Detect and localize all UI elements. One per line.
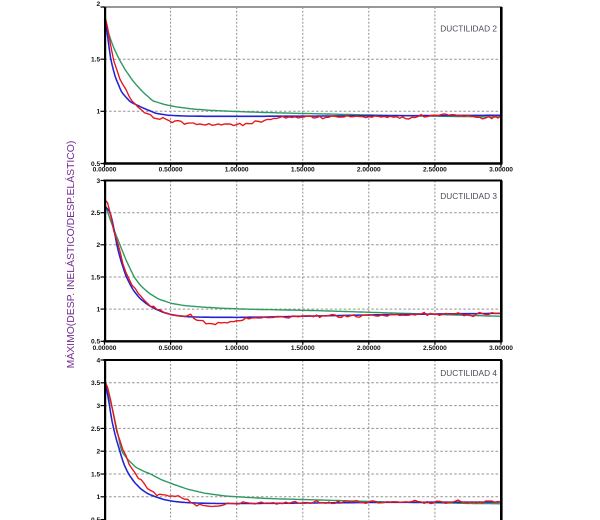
svg-text:DUCTILIDAD 2: DUCTILIDAD 2: [440, 24, 497, 34]
svg-text:0.00000: 0.00000: [93, 345, 117, 352]
svg-text:3: 3: [97, 403, 101, 410]
svg-text:2.5: 2.5: [91, 426, 100, 433]
svg-text:1.00000: 1.00000: [225, 167, 249, 174]
svg-text:1.50000: 1.50000: [291, 345, 315, 352]
svg-text:1: 1: [97, 307, 101, 314]
svg-text:1.5: 1.5: [91, 471, 100, 478]
svg-text:1.50000: 1.50000: [291, 167, 315, 174]
svg-text:0.00000: 0.00000: [93, 167, 117, 174]
svg-text:1.5: 1.5: [91, 57, 100, 64]
svg-text:2.00000: 2.00000: [357, 345, 381, 352]
svg-text:4: 4: [97, 357, 101, 364]
svg-text:0.5: 0.5: [91, 161, 100, 168]
svg-text:MÁXIMO(DESP. INELÁSTICO/DESP.E: MÁXIMO(DESP. INELÁSTICO/DESP.ELÁSTICO): [64, 141, 77, 369]
svg-text:0.5: 0.5: [91, 517, 100, 520]
svg-text:0.5: 0.5: [91, 339, 100, 346]
svg-text:3.00000: 3.00000: [489, 345, 513, 352]
svg-text:DUCTILIDAD 4: DUCTILIDAD 4: [440, 368, 497, 378]
svg-text:2: 2: [97, 1, 101, 8]
svg-text:0.50000: 0.50000: [159, 167, 183, 174]
svg-text:2: 2: [97, 242, 101, 249]
svg-text:2.50000: 2.50000: [423, 345, 447, 352]
svg-text:2.00000: 2.00000: [357, 167, 381, 174]
svg-text:3.00000: 3.00000: [489, 167, 513, 174]
svg-text:1.00000: 1.00000: [225, 345, 249, 352]
svg-text:3.5: 3.5: [91, 380, 100, 387]
svg-text:2.5: 2.5: [91, 210, 100, 217]
svg-text:2: 2: [97, 449, 101, 456]
svg-text:DUCTILIDAD 3: DUCTILIDAD 3: [440, 191, 497, 201]
svg-text:1: 1: [97, 109, 101, 116]
svg-text:0.50000: 0.50000: [159, 345, 183, 352]
svg-text:1.5: 1.5: [91, 274, 100, 281]
svg-text:3: 3: [97, 178, 101, 185]
svg-text:2.50000: 2.50000: [423, 167, 447, 174]
svg-text:1: 1: [97, 494, 101, 501]
